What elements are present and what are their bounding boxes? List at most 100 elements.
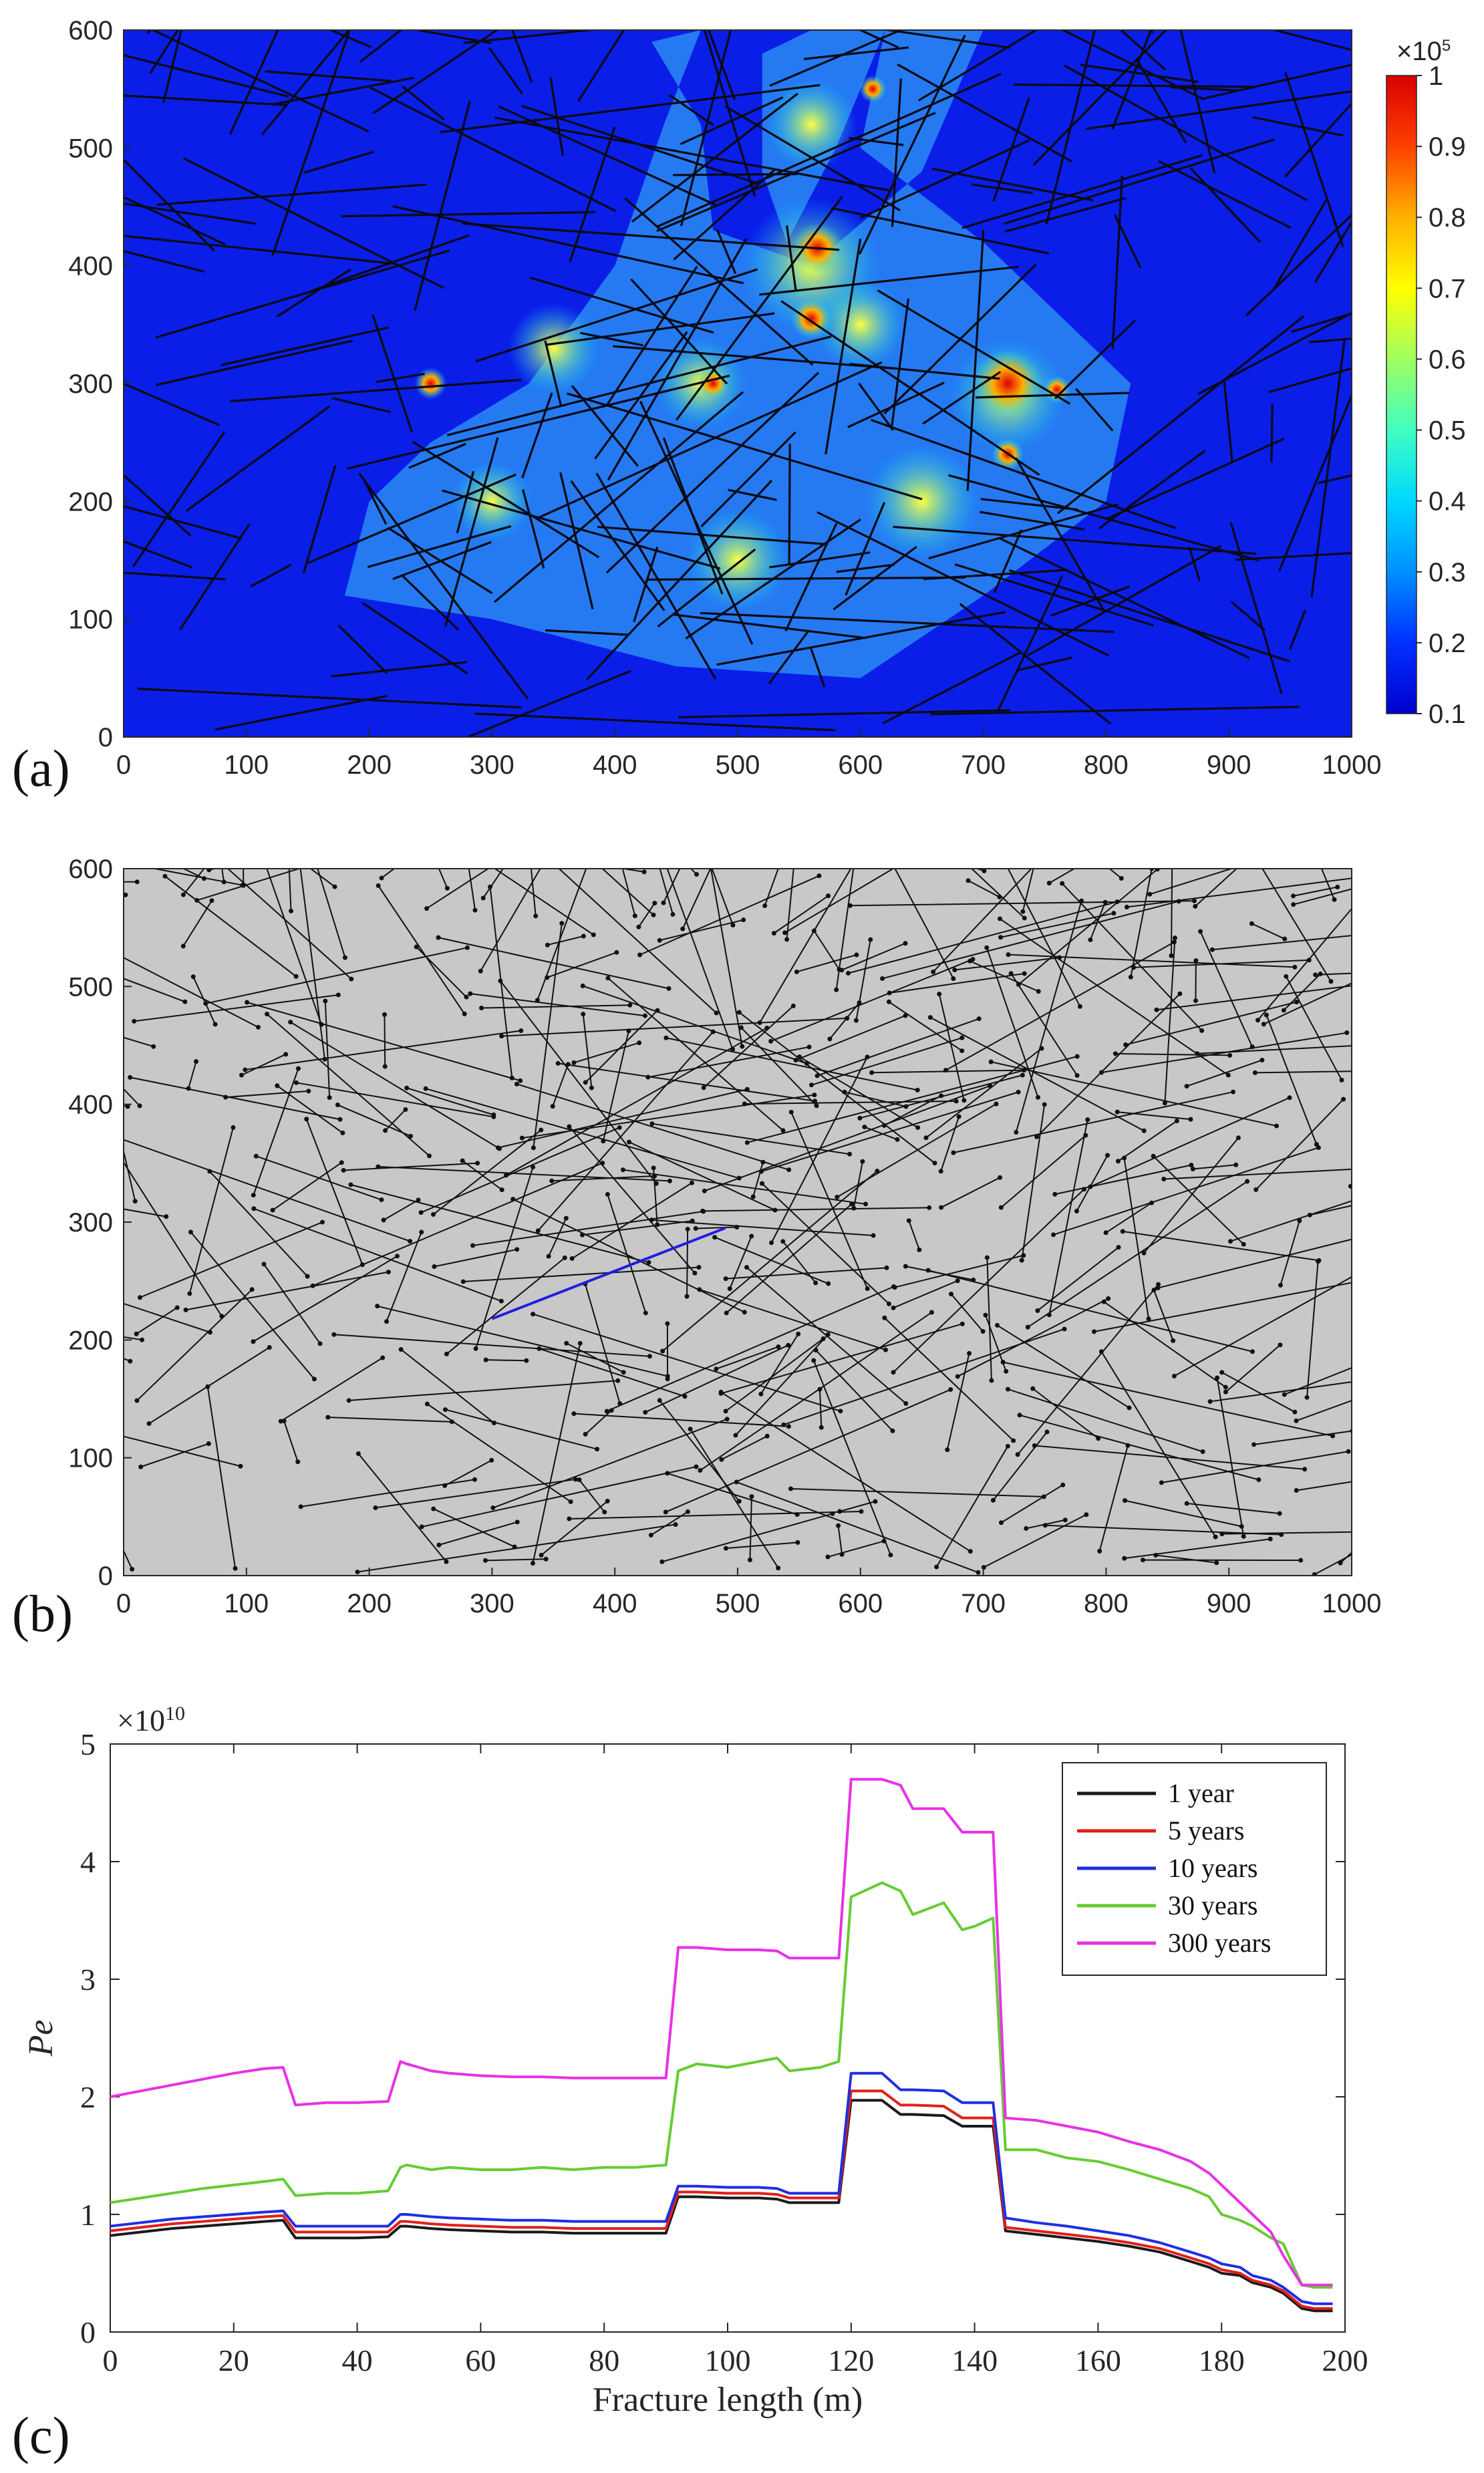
fracture-line [485, 1558, 547, 1562]
fracture-endpoint [1162, 1101, 1167, 1106]
fracture-line [597, 525, 825, 545]
fracture-endpoint [462, 1011, 467, 1016]
fracture-endpoint [1091, 1329, 1096, 1334]
x-tick-label: 800 [1084, 1589, 1129, 1618]
fracture-endpoint [1213, 1534, 1218, 1540]
fracture-endpoint [545, 942, 550, 948]
fracture-endpoint [834, 987, 839, 992]
fracture-endpoint [243, 1067, 248, 1072]
fracture-line [1026, 1519, 1066, 1530]
fracture-endpoint [838, 1409, 843, 1414]
y-tick-label: 3 [80, 1962, 96, 1997]
warm-spot-6 [452, 461, 532, 541]
fracture-line [999, 918, 1229, 1076]
fracture-line [837, 1525, 843, 1555]
fracture-line [375, 1478, 576, 1509]
fracture-endpoint [984, 1255, 990, 1260]
fracture-endpoint [952, 967, 957, 972]
fracture-line [124, 202, 256, 225]
fracture-line [950, 1293, 984, 1332]
colorbar-tick-label: 0.2 [1429, 629, 1466, 658]
fracture-endpoint [724, 1417, 730, 1422]
fracture-line [1048, 869, 1076, 884]
fracture-line [897, 63, 1072, 163]
x-tick-label: 300 [470, 1589, 514, 1618]
fracture-endpoint [1290, 893, 1296, 899]
fracture-endpoint [436, 935, 441, 940]
fracture-endpoint [641, 869, 647, 875]
fracture-endpoint [880, 976, 885, 981]
fracture-line [552, 1064, 569, 1107]
fracture-endpoint [1274, 1123, 1280, 1129]
fracture-line [378, 1165, 670, 1182]
fracture-endpoint [479, 1006, 484, 1011]
fracture-endpoint [883, 1347, 888, 1352]
fracture-line [266, 869, 323, 1025]
fracture-endpoint [187, 1291, 192, 1296]
fracture-endpoint [305, 1274, 310, 1279]
fracture-endpoint [696, 1265, 702, 1270]
fracture-line [440, 84, 821, 134]
fracture-line [214, 694, 388, 731]
fracture-endpoint [510, 1197, 516, 1202]
fracture-line [1186, 1059, 1263, 1087]
fracture-line [1197, 311, 1352, 396]
fracture-endpoint [1330, 1433, 1336, 1439]
fracture-endpoint [512, 1544, 517, 1550]
fracture-line [1017, 1284, 1159, 1455]
fracture-line [296, 1082, 494, 1118]
fracture-line [970, 869, 1025, 919]
fracture-line [1111, 30, 1153, 130]
fracture-line [740, 1027, 817, 1107]
fracture-line [272, 76, 414, 106]
fracture-endpoint [736, 1499, 742, 1504]
fracture-endpoint [817, 1387, 823, 1392]
fracture-endpoint [464, 945, 470, 950]
fracture-line [1098, 450, 1206, 530]
y-tick-label: 5 [80, 1727, 96, 1761]
fracture-line [690, 869, 698, 875]
fracture-endpoint [1328, 979, 1334, 984]
fracture-line [927, 1270, 1253, 1352]
fracture-endpoint [627, 1002, 633, 1008]
fracture-line [209, 1171, 308, 1277]
fracture-line [468, 869, 476, 911]
fracture-line [761, 1183, 890, 1305]
fracture-line [976, 392, 1130, 399]
fracture-line [848, 901, 1118, 974]
fracture-endpoint [113, 1531, 118, 1536]
fracture-endpoint [1098, 1349, 1104, 1354]
fracture-endpoint [403, 1107, 408, 1112]
fracture-endpoint [903, 1013, 908, 1018]
fracture-endpoint [1189, 1163, 1194, 1168]
fracture-line [1262, 869, 1332, 982]
fracture-line [307, 473, 516, 565]
fracture-line [850, 900, 1195, 907]
fracture-line [999, 537, 1250, 660]
fracture-endpoint [1146, 1316, 1151, 1322]
fracture-endpoint [653, 1181, 659, 1186]
colorbar-exponent-power: 5 [1442, 37, 1451, 55]
fracture-endpoint [525, 837, 530, 842]
fracture-line [387, 527, 493, 595]
fracture-line [1004, 138, 1276, 225]
fracture-endpoint [869, 1070, 875, 1075]
fracture-line [434, 1248, 517, 1268]
fracture-line [948, 474, 1259, 562]
highlighted-fracture [491, 1226, 726, 1320]
fracture-endpoint [245, 1000, 250, 1005]
fracture-endpoint [1297, 1218, 1302, 1223]
fracture-line [666, 869, 734, 1050]
fracture-endpoint [1074, 1209, 1079, 1214]
fracture-line [647, 1046, 810, 1078]
fracture-endpoint [1014, 1129, 1019, 1135]
y-tick-label: 4 [80, 1845, 96, 1879]
fracture-line [140, 1443, 209, 1468]
x-tick-label: 900 [1207, 1589, 1251, 1618]
fracture-line [700, 431, 796, 528]
fracture-endpoint [581, 933, 586, 939]
fracture-endpoint [325, 1415, 331, 1420]
colorbar [1386, 75, 1417, 714]
fracture-line [416, 946, 467, 998]
fracture-endpoint [1312, 849, 1317, 854]
